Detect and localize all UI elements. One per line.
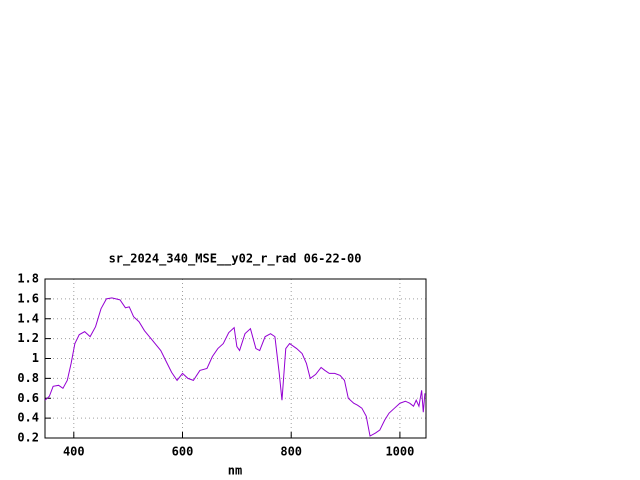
x-tick-label: 800	[280, 445, 302, 459]
x-axis-label: nm	[228, 464, 242, 478]
y-tick-label: 0.8	[17, 371, 39, 385]
y-tick-label: 1.8	[17, 272, 39, 286]
x-tick-label: 600	[172, 445, 194, 459]
x-tick-label: 400	[63, 445, 85, 459]
y-tick-label: 1	[32, 351, 39, 365]
y-tick-label: 1.6	[17, 291, 39, 305]
x-tick-label: 1000	[385, 445, 414, 459]
y-tick-label: 0.4	[17, 411, 39, 425]
y-tick-label: 1.2	[17, 331, 39, 345]
chart-title: sr_2024_340_MSE__y02_r_rad 06-22-00	[109, 252, 362, 267]
y-tick-label: 0.6	[17, 391, 39, 405]
data-line	[44, 297, 426, 437]
y-tick-label: 0.2	[17, 431, 39, 445]
plot-frame	[44, 278, 427, 439]
y-tick-label: 1.4	[17, 311, 39, 325]
